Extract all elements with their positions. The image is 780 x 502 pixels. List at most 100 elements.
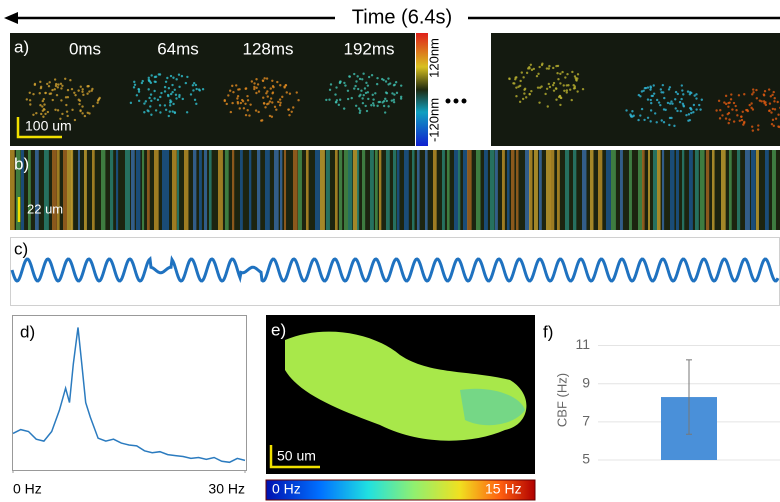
speckle [44,91,47,95]
speckle [387,77,390,80]
speckle [392,100,396,104]
time-title: Time (6.4s) [352,6,452,28]
colorbar-min: 0 Hz [272,481,301,497]
ellipsis-dot [445,98,451,104]
speckle [674,98,677,101]
speckle [649,109,653,112]
stripe [412,150,415,230]
speckle [271,92,274,95]
speckle [700,98,704,101]
speckle [40,112,43,116]
speckle [660,119,663,122]
stripe [425,150,428,230]
speckle [57,83,60,86]
stripe [265,150,270,230]
speckle [41,109,45,112]
stripe [78,150,81,230]
speckle [576,90,579,93]
stripe [357,150,360,230]
speckle [717,99,721,103]
speckle [698,103,701,107]
speckle [186,75,189,79]
arrow-head [4,12,18,24]
stripe [193,150,197,230]
speckle [271,79,274,82]
speckle [338,81,342,84]
speckle [163,90,167,93]
speckle [538,86,542,89]
scale-bar [269,445,320,469]
speckle [362,72,365,75]
speckle [158,104,162,107]
stripe [393,150,397,230]
speckle [552,66,555,70]
speckle [343,81,346,85]
speckle [557,78,560,81]
stripe [463,150,468,230]
speckle [253,82,256,85]
speckle [292,106,295,109]
speckle [287,108,290,111]
stripe [162,150,166,230]
speckle [239,101,243,105]
speckle [163,104,167,107]
speckle [643,118,646,122]
speckle [652,92,656,95]
stripe [511,150,515,230]
speckle [741,110,744,114]
speckle [337,103,341,107]
speckle [264,106,267,109]
speckle [60,87,63,90]
speckle [143,111,146,114]
speckle [335,99,339,102]
speckle [637,118,640,122]
speckle [762,93,766,96]
speckle [748,103,751,107]
stripe [729,150,732,230]
speckle [181,97,184,101]
speckle [563,89,566,93]
speckle [547,67,550,70]
speckle [201,88,205,91]
speckle [96,101,99,104]
speckle [60,99,63,102]
speckle [367,75,371,79]
stripe [274,150,279,230]
stripe [573,150,577,230]
colorbar-e [265,479,536,501]
speckle [353,87,356,90]
speckle [246,94,249,98]
speckle [773,96,776,100]
speckle [48,81,51,84]
speckle [561,70,564,74]
speckle [715,109,718,112]
speckle [526,67,530,70]
speckle [371,102,375,105]
speckle [147,76,150,80]
speckle [360,89,363,92]
stripe [125,150,130,230]
speckle [640,90,644,93]
speckle [54,108,57,111]
speckle [674,90,678,94]
speckle [172,102,175,106]
speckle [649,85,652,88]
speckle [556,71,559,75]
spectrum-line [12,327,246,464]
speckle [192,81,196,85]
speckle [751,88,755,91]
speckle [740,118,744,122]
stripe [209,150,212,230]
speckle [353,72,356,76]
stripe [225,150,229,230]
speckle [154,80,157,84]
speckle [752,91,755,94]
y-tick-label: 7 [582,413,590,429]
speckle [548,64,551,68]
frame-time: 64ms [157,39,199,58]
speckle [263,86,266,89]
speckle [262,96,265,99]
stripe [700,150,705,230]
speckle [83,114,87,118]
